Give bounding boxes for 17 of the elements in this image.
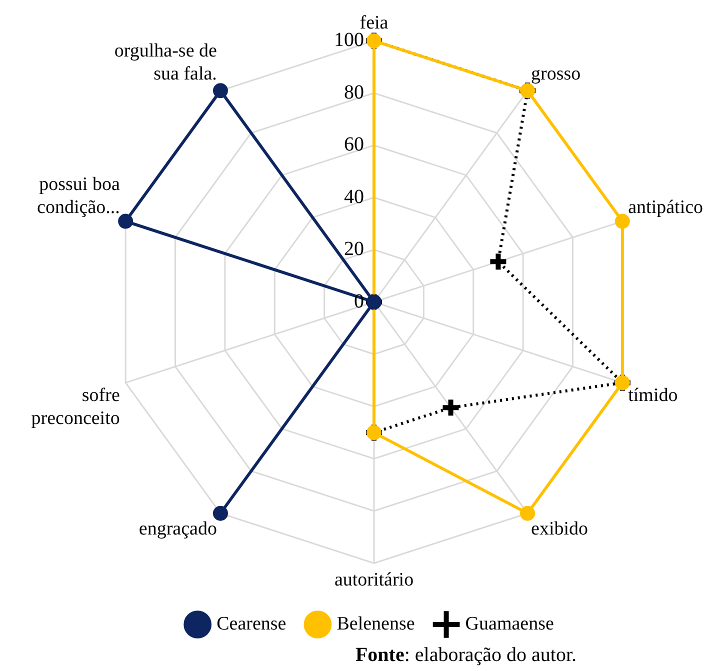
legend-label: Belenense xyxy=(336,613,415,634)
spoke-label: sofre preconceito xyxy=(31,384,120,429)
y-tick-label: 40 xyxy=(344,186,364,208)
spoke-label: orgulha-se de sua fala. xyxy=(114,40,217,84)
spoke-label: engraçado xyxy=(138,518,217,540)
spoke-label: antipático xyxy=(628,197,704,218)
spoke-label: possui boa condição... xyxy=(37,174,120,218)
spoke-label: grosso xyxy=(531,63,581,84)
spoke-label: autoritário xyxy=(334,570,414,591)
legend-label: Guamaense xyxy=(465,613,554,634)
spoke-label: tímido xyxy=(628,384,678,406)
legend-label: Cearense xyxy=(216,613,286,634)
source-note: Fonte: elaboração do autor. xyxy=(354,644,578,667)
y-tick-label: 80 xyxy=(344,81,364,104)
spoke-label: exibido xyxy=(531,518,588,540)
y-tick-label: 60 xyxy=(344,134,364,156)
y-tick-label: 20 xyxy=(344,238,364,260)
